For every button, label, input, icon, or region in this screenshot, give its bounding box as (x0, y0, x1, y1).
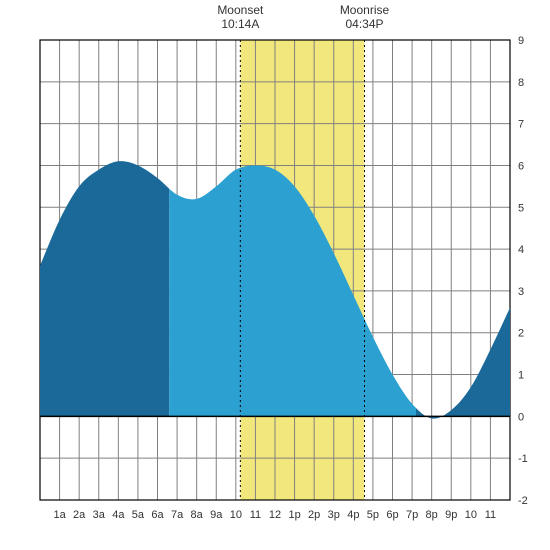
xtick-22: 11 (485, 509, 496, 521)
xtick-8: 9a (210, 509, 223, 521)
ytick-10: 8 (518, 77, 524, 89)
ytick-9: 7 (518, 119, 524, 131)
tide-chart: Moonset10:14AMoonrise04:34P-2-1012345678… (0, 0, 550, 550)
ytick-1: -1 (518, 453, 528, 465)
xtick-18: 7p (406, 509, 418, 521)
ytick-11: 9 (518, 35, 524, 47)
chart-svg: Moonset10:14AMoonrise04:34P-2-1012345678… (0, 0, 550, 550)
xtick-11: 12 (269, 509, 281, 521)
xtick-15: 4p (347, 509, 359, 521)
xtick-7: 8a (191, 509, 204, 521)
xtick-13: 2p (308, 509, 320, 521)
ytick-5: 3 (518, 286, 524, 298)
annotation-time-1: 04:34P (345, 17, 383, 31)
ytick-4: 2 (518, 328, 524, 340)
ytick-6: 4 (518, 244, 524, 256)
annotation-label-1: Moonrise (340, 3, 390, 17)
annotation-time-0: 10:14A (221, 17, 259, 31)
ytick-0: -2 (518, 495, 528, 507)
xtick-1: 2a (73, 509, 86, 521)
xtick-17: 6p (386, 509, 398, 521)
xtick-2: 3a (93, 509, 106, 521)
xtick-5: 6a (151, 509, 164, 521)
xtick-21: 10 (465, 509, 477, 521)
xtick-0: 1a (53, 509, 66, 521)
xtick-14: 3p (328, 509, 340, 521)
ytick-3: 1 (518, 370, 524, 382)
ytick-2: 0 (518, 411, 524, 423)
xtick-3: 4a (112, 509, 125, 521)
xtick-10: 11 (250, 509, 261, 521)
annotation-label-0: Moonset (217, 3, 264, 17)
xtick-6: 7a (171, 509, 184, 521)
ytick-7: 5 (518, 202, 524, 214)
xtick-19: 8p (426, 509, 438, 521)
xtick-4: 5a (132, 509, 145, 521)
xtick-20: 9p (445, 509, 457, 521)
xtick-16: 5p (367, 509, 379, 521)
xtick-12: 1p (288, 509, 300, 521)
ytick-8: 6 (518, 160, 524, 172)
xtick-9: 10 (230, 509, 242, 521)
